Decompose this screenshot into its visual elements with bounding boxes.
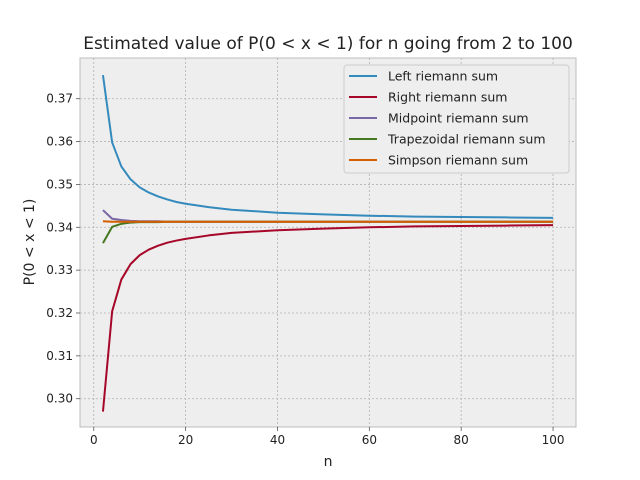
x-tick-label: 20 [178, 433, 193, 447]
x-axis-label: n [324, 454, 333, 470]
y-tick-label: 0.35 [46, 177, 73, 191]
legend-label: Trapezoidal riemann sum [387, 132, 546, 147]
x-axis-ticks: 0 20 40 60 80 100 [90, 427, 565, 447]
y-axis-ticks: 0.30 0.31 0.32 0.33 0.34 0.35 0.36 0.37 [46, 92, 80, 406]
x-tick-label: 80 [454, 433, 469, 447]
legend: Left riemann sum Right riemann sum Midpoin… [343, 64, 570, 174]
y-tick-label: 0.33 [46, 263, 73, 277]
y-axis-label: P(0 < x < 1) [22, 199, 38, 286]
x-tick-label: 100 [542, 433, 565, 447]
legend-label: Midpoint riemann sum [388, 111, 529, 126]
legend-box [343, 64, 570, 174]
y-tick-label: 0.36 [46, 135, 73, 149]
y-tick-label: 0.34 [46, 220, 73, 234]
legend-label: Left riemann sum [388, 69, 498, 84]
y-tick-label: 0.32 [46, 306, 73, 320]
y-tick-label: 0.30 [46, 392, 73, 406]
y-tick-label: 0.31 [46, 349, 73, 363]
y-tick-label: 0.37 [46, 92, 73, 106]
chart-title: Estimated value of P(0 < x < 1) for n go… [83, 34, 573, 54]
x-tick-label: 40 [270, 433, 285, 447]
series-lines [101, 75, 554, 412]
series-line [101, 224, 554, 412]
legend-label: Right riemann sum [388, 90, 507, 105]
series-line [101, 75, 554, 219]
x-tick-label: 60 [362, 433, 377, 447]
x-tick-label: 0 [90, 433, 98, 447]
legend-label: Simpson riemann sum [388, 153, 528, 168]
